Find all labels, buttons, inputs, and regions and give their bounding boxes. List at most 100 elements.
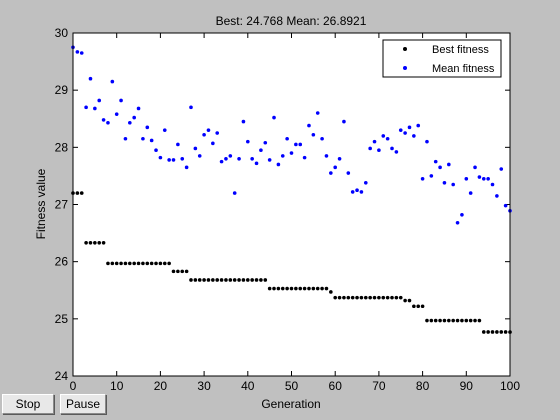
mean-fitness-point [307, 123, 311, 128]
best-fitness-point [171, 269, 176, 274]
best-fitness-point [132, 261, 136, 266]
mean-fitness-point [302, 155, 307, 160]
best-fitness-point [372, 295, 377, 300]
x-tick-label: 50 [285, 379, 299, 393]
best-fitness-point [119, 261, 123, 266]
best-fitness-point [75, 191, 80, 195]
mean-fitness-point [88, 76, 93, 81]
best-fitness-point [180, 269, 185, 274]
best-fitness-point [503, 330, 508, 334]
best-fitness-point [302, 286, 307, 291]
mean-fitness-point [503, 203, 508, 208]
mean-fitness-point [193, 146, 198, 151]
mean-fitness-point [372, 139, 377, 144]
best-fitness-point [342, 295, 346, 300]
best-fitness-point [420, 304, 425, 309]
best-fitness-point [298, 286, 303, 291]
mean-fitness-point [237, 156, 241, 161]
y-tick-label: 27 [55, 198, 69, 212]
mean-fitness-point [101, 118, 106, 122]
mean-fitness-point [390, 146, 394, 151]
best-fitness-point [237, 278, 241, 282]
mean-fitness-point [215, 131, 220, 135]
best-fitness-point [202, 278, 206, 282]
x-tick-label: 20 [154, 379, 168, 393]
best-fitness-point [280, 286, 285, 291]
best-fitness-point [433, 318, 438, 323]
best-fitness-point [398, 295, 403, 300]
best-fitness-point [215, 278, 220, 282]
mean-fitness-point [224, 156, 228, 161]
legend-box [382, 39, 502, 78]
mean-fitness-point [250, 156, 254, 161]
mean-fitness-point [342, 119, 346, 124]
best-fitness-point [93, 241, 97, 245]
best-fitness-point [145, 261, 150, 266]
mean-fitness-point [324, 154, 329, 158]
legend-label-mean: Mean fitness [432, 63, 495, 75]
mean-fitness-point [276, 162, 281, 167]
mean-fitness-point [420, 176, 425, 181]
mean-fitness-point [84, 105, 88, 110]
mean-fitness-point [442, 180, 447, 185]
mean-fitness-point [455, 220, 460, 225]
mean-fitness-point [114, 112, 119, 116]
best-fitness-point [499, 330, 504, 334]
x-tick-label: 0 [70, 379, 77, 393]
mean-fitness-point [473, 165, 477, 170]
mean-fitness-point [197, 154, 202, 158]
best-fitness-point [193, 278, 198, 282]
mean-fitness-point [412, 134, 416, 138]
mean-fitness-point [228, 154, 233, 158]
best-fitness-point [206, 278, 211, 282]
best-fitness-point [158, 261, 163, 266]
mean-fitness-point [132, 115, 136, 120]
best-fitness-point [324, 286, 329, 291]
pause-button[interactable]: Pause [60, 394, 106, 414]
best-fitness-point [128, 261, 132, 266]
mean-fitness-point [167, 158, 171, 162]
mean-fitness-point [241, 119, 246, 124]
mean-fitness-point [460, 212, 464, 217]
mean-fitness-point [490, 182, 495, 187]
mean-fitness-point [189, 105, 193, 110]
stop-button[interactable]: Stop [2, 394, 54, 414]
mean-fitness-point [499, 167, 504, 171]
x-tick-label: 60 [329, 379, 343, 393]
mean-fitness-point [377, 148, 381, 152]
axes-background [73, 33, 510, 376]
best-fitness-point [477, 318, 482, 323]
mean-fitness-point [416, 123, 421, 128]
mean-fitness-point [119, 98, 123, 103]
best-fitness-point [377, 295, 381, 300]
mean-fitness-point [123, 136, 128, 141]
mean-fitness-point [447, 162, 451, 167]
mean-fitness-point [206, 128, 211, 132]
best-fitness-point [176, 269, 180, 274]
mean-fitness-point [298, 142, 303, 147]
mean-fitness-point [75, 50, 80, 54]
best-fitness-point [438, 318, 442, 323]
best-fitness-point [481, 330, 486, 334]
mean-fitness-point [355, 188, 359, 193]
best-fitness-point [289, 286, 294, 291]
mean-fitness-point [145, 125, 150, 130]
mean-fitness-point [464, 176, 469, 181]
best-fitness-point [381, 295, 386, 300]
x-axis-label: Generation [261, 397, 320, 411]
mean-fitness-point [232, 191, 237, 195]
best-fitness-point [267, 286, 272, 291]
y-tick-label: 28 [55, 140, 69, 154]
best-fitness-point [486, 330, 490, 334]
x-tick-label: 10 [110, 379, 124, 393]
mean-fitness-point [110, 79, 115, 84]
mean-fitness-point [381, 134, 386, 138]
best-fitness-point [167, 261, 171, 266]
mean-fitness-point [211, 141, 215, 146]
mean-fitness-point [359, 190, 364, 194]
mean-fitness-point [158, 155, 163, 160]
axes-frame [72, 32, 511, 377]
y-tick-label: 26 [55, 255, 69, 269]
legend-marker-best [403, 47, 407, 51]
best-fitness-point [189, 278, 193, 282]
